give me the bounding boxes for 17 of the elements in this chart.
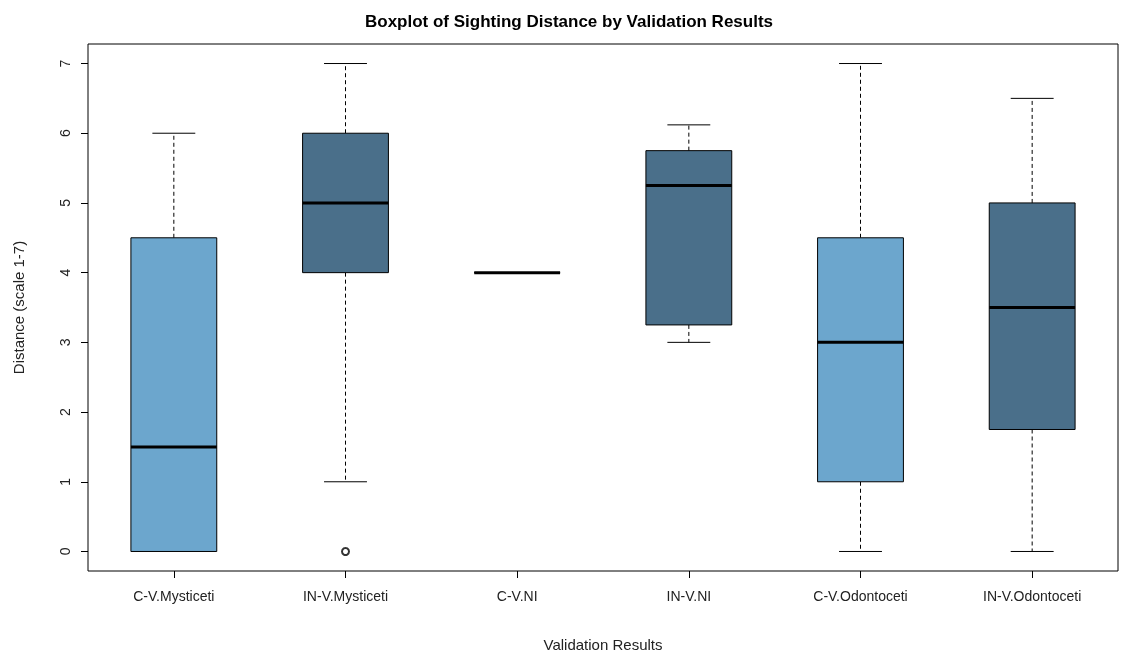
y-tick-label: 2 (57, 407, 73, 416)
y-tick-label: 1 (57, 477, 73, 486)
x-axis-title: Validation Results (543, 636, 663, 653)
x-tick-label: C-V.Mysticeti (133, 588, 215, 604)
y-tick-label: 6 (57, 129, 73, 138)
x-tick-label: C-V.Odontoceti (813, 588, 908, 604)
chart-title: Boxplot of Sighting Distance by Validation Results (364, 12, 774, 31)
x-tick-label: IN-V.Mysticeti (302, 588, 389, 604)
y-axis-title: Distance (scale 1-7) (10, 240, 27, 375)
y-tick-label: 4 (57, 268, 73, 277)
y-tick-label: 0 (57, 547, 73, 556)
x-tick-label: IN-V.NI (666, 588, 712, 604)
y-tick-label: 3 (57, 338, 73, 347)
x-tick-label: C-V.NI (496, 588, 538, 604)
y-tick-label: 5 (57, 198, 73, 207)
x-tick-label: IN-V.Odontoceti (983, 588, 1082, 604)
y-tick-label: 7 (57, 59, 73, 68)
